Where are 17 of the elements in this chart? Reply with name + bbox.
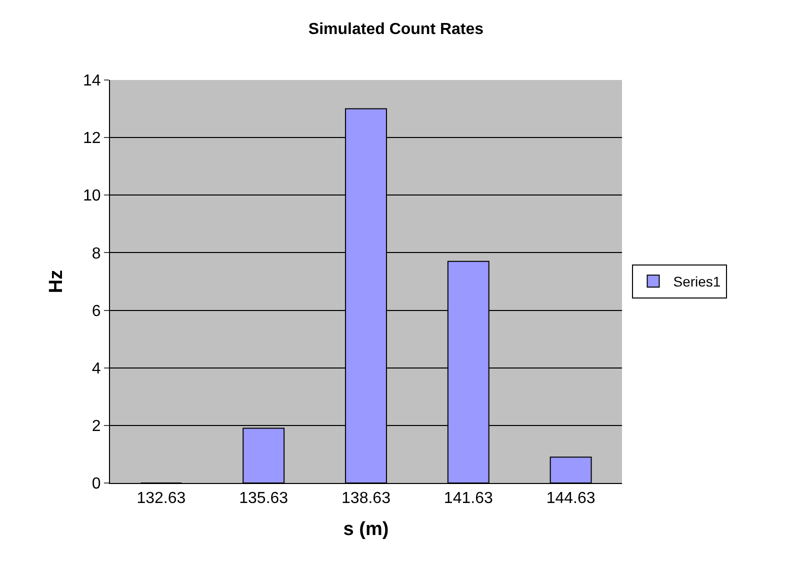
x-tick-label: 135.63 [239,490,288,508]
y-tick-label: 8 [92,245,101,262]
y-axis-title: Hz [46,270,67,294]
chart-title: Simulated Count Rates [308,21,484,38]
y-tick-label: 12 [83,130,101,148]
y-tick-label: 14 [83,72,101,90]
y-tick-label: 6 [92,302,101,320]
legend-label: Series1 [673,274,721,290]
x-tick-label: 144.63 [546,490,596,508]
x-tick-label: 132.63 [136,490,186,508]
x-tick-label: 138.63 [342,490,391,508]
x-axis-title: s (m) [343,519,389,540]
y-tick-label: 2 [92,418,101,436]
x-tick-label: 141.63 [444,490,493,508]
y-tick-label: 10 [83,188,101,205]
y-tick-label: 0 [92,476,101,493]
y-tick-label: 4 [92,360,101,378]
